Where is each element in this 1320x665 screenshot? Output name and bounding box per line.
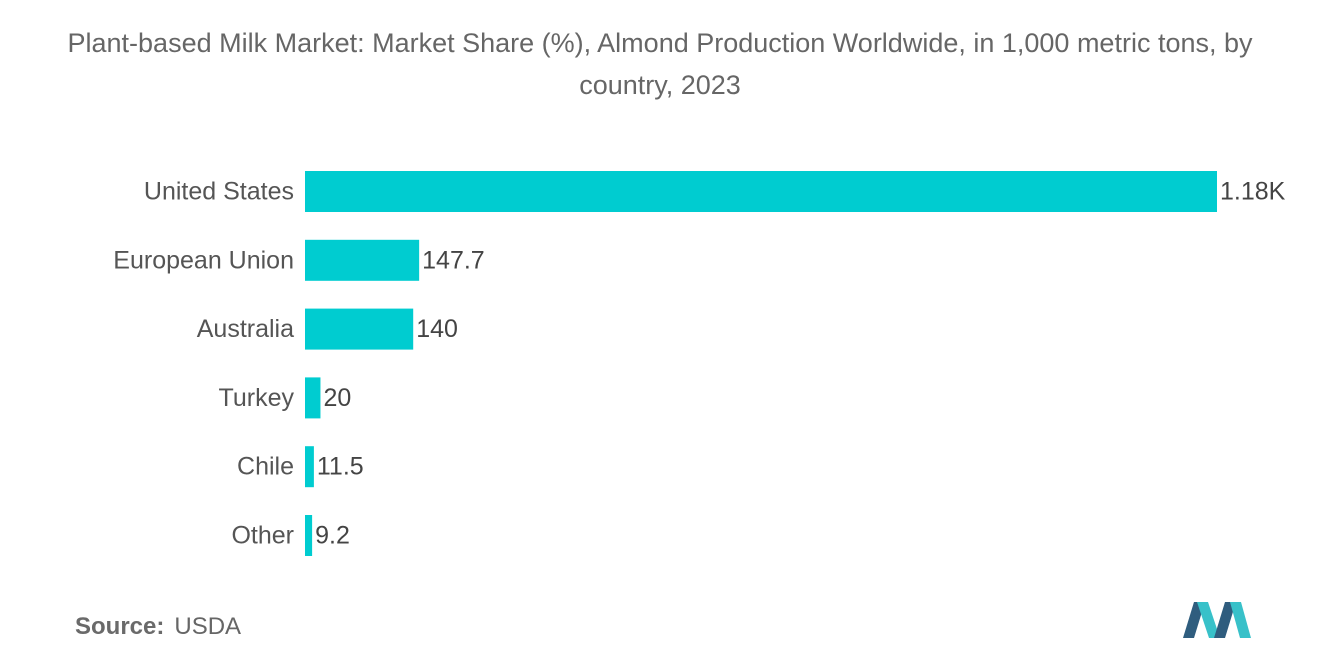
chart-title: Plant-based Milk Market: Market Share (%… xyxy=(67,28,1253,100)
data-label: 20 xyxy=(323,384,351,412)
data-label: 1.18K xyxy=(1220,178,1286,206)
bar xyxy=(305,308,414,350)
data-label: 11.5 xyxy=(317,453,364,481)
mordor-intelligence-logo-icon xyxy=(1183,602,1251,638)
category-label: European Union xyxy=(113,246,294,274)
source-note: Source: USDA xyxy=(75,613,241,641)
bar xyxy=(305,171,1217,212)
category-label: Turkey xyxy=(219,384,295,412)
data-label: 147.7 xyxy=(422,246,485,274)
bar xyxy=(305,446,314,488)
bar xyxy=(305,239,420,281)
category-label: Other xyxy=(231,522,294,550)
bar xyxy=(305,515,313,556)
data-label: 140 xyxy=(416,315,458,343)
data-label: 9.2 xyxy=(315,522,350,550)
bar xyxy=(305,377,321,419)
category-label: Chile xyxy=(237,453,294,481)
bar-chart: United States 1.18K European Union 147.7 Aus… xyxy=(113,171,1286,556)
source-value: USDA xyxy=(174,613,242,640)
category-label: United States xyxy=(144,178,294,206)
source-label: Source: xyxy=(75,613,165,640)
category-label: Australia xyxy=(197,315,294,343)
